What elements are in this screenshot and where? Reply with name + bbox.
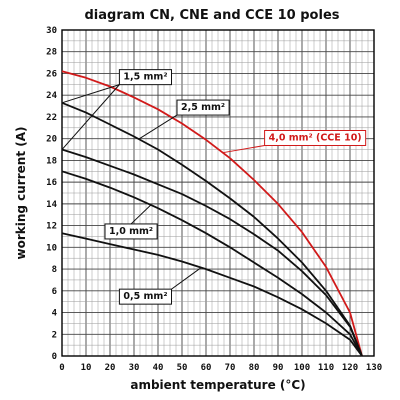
- x-tick-label: 130: [366, 363, 382, 373]
- y-tick-label: 20: [46, 135, 57, 145]
- curve-label-1-0-mm: 1,0 mm²: [104, 223, 158, 240]
- curve-labels: 1,5 mm² 2,5 mm² 4,0 mm² (CCE 10) 1,0 mm² 0,5…: [104, 69, 367, 305]
- label-pointer-line: [138, 114, 178, 140]
- label-pointer-line: [61, 84, 120, 104]
- y-tick-label: 16: [46, 178, 57, 188]
- label-pointer-line: [222, 145, 265, 154]
- curve-label-box: [264, 129, 367, 146]
- y-tick-label: 2: [52, 330, 57, 340]
- label-pointer-line: [130, 204, 152, 225]
- series-line-2-5-mm: [61, 101, 363, 357]
- curve-label-box: [104, 223, 158, 240]
- x-tick-label: 0: [59, 363, 64, 373]
- label-pointer-line: [61, 84, 120, 150]
- chart-title: diagram CN, CNE and CCE 10 poles: [84, 8, 339, 23]
- curve-label-box: [118, 288, 173, 305]
- x-tick-label: 100: [294, 363, 310, 373]
- curve-label-text: 1,0 mm²: [109, 226, 153, 237]
- y-tick-label: 30: [46, 26, 57, 36]
- x-tick-label: 120: [342, 363, 358, 373]
- y-tick-label: 22: [46, 113, 57, 123]
- y-tick-label: 0: [52, 352, 57, 362]
- y-tick-label: 8: [52, 265, 57, 275]
- y-tick-label: 26: [46, 69, 57, 79]
- curve-label-text: 2,5 mm²: [181, 102, 225, 113]
- series-line-1-5-mm: [61, 148, 363, 357]
- y-tick-label: 6: [52, 287, 57, 297]
- y-tick-label: 28: [46, 48, 57, 58]
- y-tick-label: 18: [46, 156, 57, 166]
- x-tick-label: 40: [153, 363, 164, 373]
- series-line-1-0-mm: [61, 170, 363, 357]
- curve-label-0-5-mm: 0,5 mm²: [118, 288, 173, 305]
- curve-label-text: 4,0 mm² (CCE 10): [269, 132, 362, 143]
- curve-label-1-5-mm: 1,5 mm²: [118, 69, 173, 86]
- curve-label-2-5-mm: 2,5 mm²: [176, 99, 230, 116]
- curve-label-4-0-mm-cce-10: 4,0 mm² (CCE 10): [264, 129, 367, 146]
- x-tick-label: 20: [105, 363, 116, 373]
- x-tick-label: 110: [318, 363, 334, 373]
- x-axis-title: ambient temperature (°C): [130, 378, 305, 392]
- x-tick-label: 50: [177, 363, 188, 373]
- grid: [61, 29, 375, 357]
- curve-label-box: [118, 69, 173, 86]
- y-tick-label: 4: [52, 309, 58, 319]
- plot-frame: [61, 29, 375, 357]
- y-tick-label: 14: [46, 200, 57, 210]
- curve-label-text: 1,5 mm²: [123, 72, 167, 83]
- x-tick-label: 70: [225, 363, 236, 373]
- y-tick-label: 10: [46, 243, 57, 253]
- x-tick-label: 90: [273, 363, 284, 373]
- series-lines: [61, 70, 363, 357]
- series-line-0-5-mm: [61, 232, 363, 357]
- x-tick-label: 10: [81, 363, 92, 373]
- label-pointer-line: [171, 267, 202, 290]
- x-tick-label: 30: [129, 363, 140, 373]
- y-axis-title: working current (A): [14, 127, 28, 260]
- x-tick-label: 80: [249, 363, 260, 373]
- label-pointers: [61, 84, 265, 290]
- y-tick-label: 12: [46, 222, 57, 232]
- curve-label-box: [176, 99, 230, 116]
- x-tick-label: 60: [201, 363, 212, 373]
- y-tick-label: 24: [46, 91, 57, 101]
- x-tick-labels: 0 10 20 30 40 50 60 70 80 90 100 110 120 130: [59, 363, 382, 373]
- series-line-4-0-mm-cce-10: [61, 70, 363, 357]
- curve-label-text: 0,5 mm²: [123, 291, 167, 302]
